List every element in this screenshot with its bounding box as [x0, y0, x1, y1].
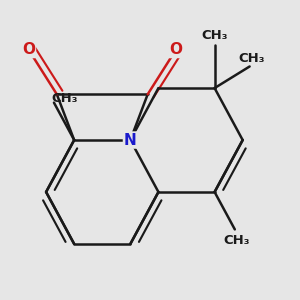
- Text: O: O: [169, 42, 182, 57]
- Text: CH₃: CH₃: [224, 234, 250, 247]
- Text: CH₃: CH₃: [52, 92, 78, 105]
- Text: O: O: [22, 42, 35, 57]
- Text: CH₃: CH₃: [201, 29, 228, 42]
- Text: CH₃: CH₃: [239, 52, 265, 65]
- Text: N: N: [124, 133, 137, 148]
